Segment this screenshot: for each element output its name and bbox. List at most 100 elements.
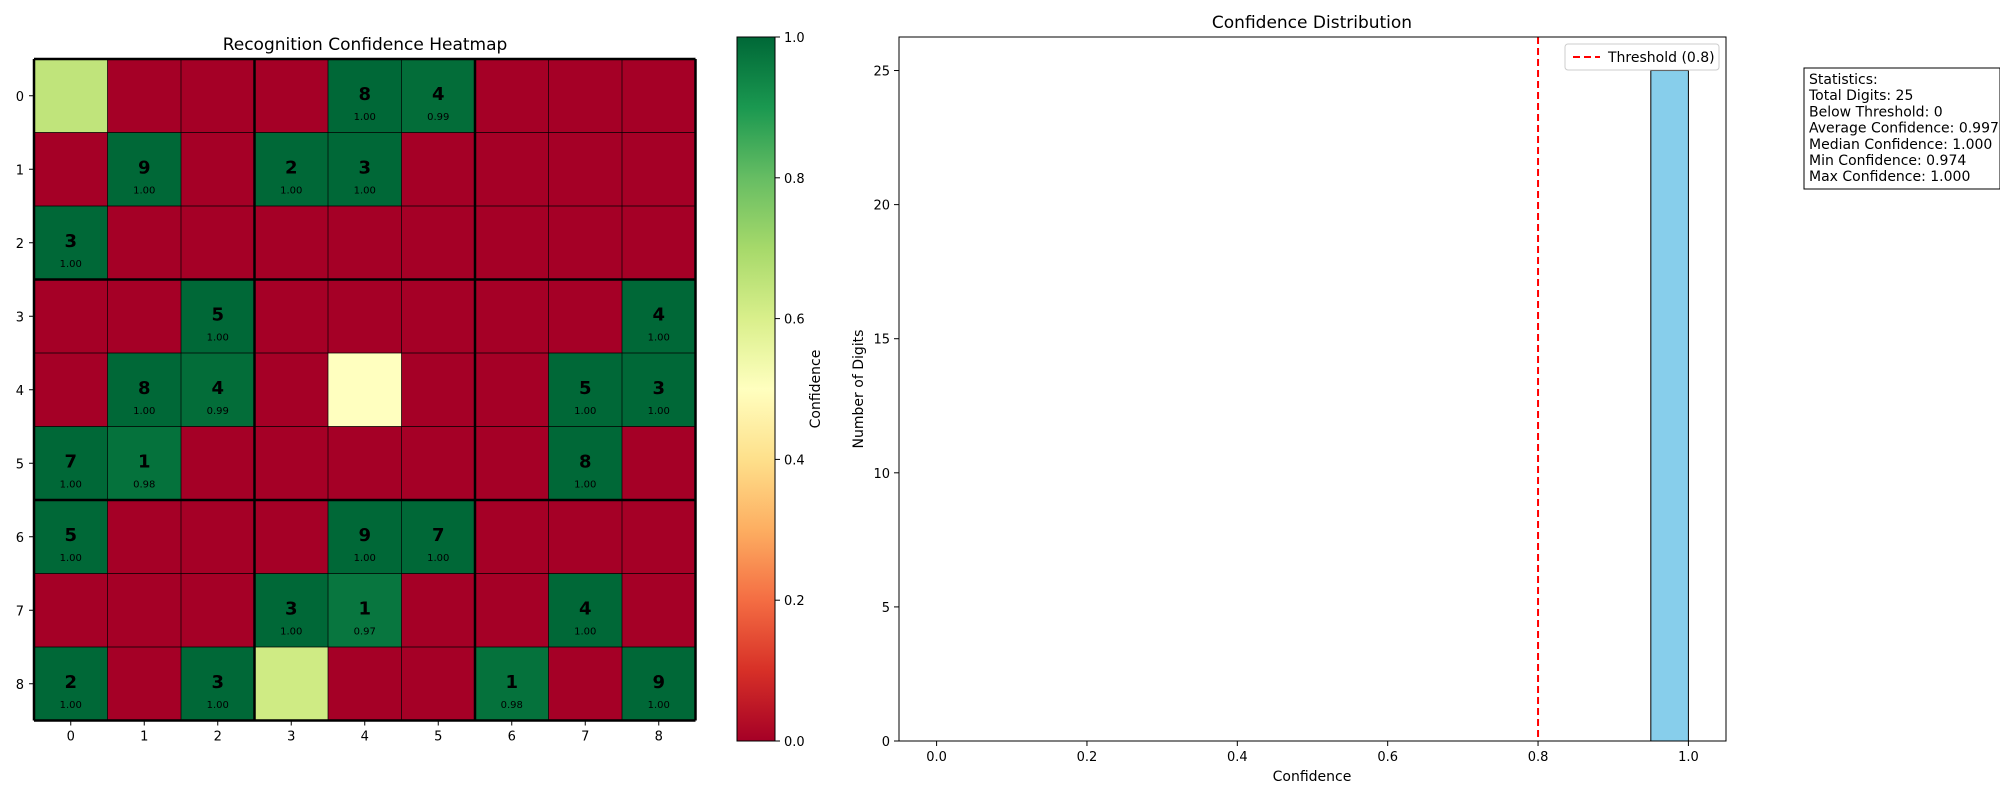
heatmap-cell bbox=[181, 500, 255, 574]
heatmap-cell bbox=[254, 426, 328, 500]
legend-threshold-label: Threshold (0.8) bbox=[1607, 50, 1715, 66]
heatmap-cell bbox=[401, 426, 475, 500]
heatmap-cell bbox=[475, 573, 549, 647]
heatmap-cell bbox=[107, 500, 181, 574]
histogram-title: Confidence Distribution bbox=[1212, 13, 1412, 33]
statistics-line: Statistics: bbox=[1809, 72, 1878, 88]
cell-confidence-label: 1.00 bbox=[207, 700, 229, 711]
cell-digit-label: 5 bbox=[211, 305, 224, 326]
x-tick-label: 0.6 bbox=[1377, 750, 1398, 765]
cell-digit-label: 9 bbox=[358, 525, 371, 546]
histogram-bars bbox=[1650, 70, 1689, 742]
cell-confidence-label: 0.99 bbox=[427, 112, 449, 123]
cell-confidence-label: 1.00 bbox=[574, 480, 596, 491]
cell-confidence-label: 1.00 bbox=[60, 700, 82, 711]
cell-confidence-label: 1.00 bbox=[354, 553, 376, 564]
heatmap-cell bbox=[401, 279, 475, 353]
y-tick-label: 3 bbox=[16, 310, 24, 325]
heatmap-cell bbox=[475, 132, 549, 206]
heatmap-cell bbox=[181, 573, 255, 647]
cell-confidence-label: 1.00 bbox=[60, 480, 82, 491]
cell-confidence-label: 1.00 bbox=[648, 406, 670, 417]
cell-digit-label: 8 bbox=[579, 452, 592, 473]
heatmap-cell bbox=[475, 426, 549, 500]
histogram-axes-frame bbox=[898, 36, 1727, 742]
heatmap-title: Recognition Confidence Heatmap bbox=[223, 35, 508, 55]
heatmap-cell bbox=[548, 353, 622, 427]
cell-digit-label: 8 bbox=[358, 84, 371, 105]
histogram-x-ticks: 0.0 0.2 0.4 0.6 0.8 1.0 bbox=[926, 741, 1699, 765]
heatmap-cell bbox=[107, 353, 181, 427]
heatmap-cell bbox=[34, 206, 108, 280]
heatmap-cell-labels: 8 1.00 4 0.99 9 1.00 2 1.00 3 1.00 3 1.00 5 1.00 4 1.00… bbox=[60, 84, 670, 711]
cell-digit-label: 3 bbox=[64, 231, 77, 252]
heatmap-cell bbox=[34, 573, 108, 647]
heatmap-cell bbox=[548, 132, 622, 206]
cell-digit-label: 9 bbox=[138, 158, 151, 179]
heatmap-cell bbox=[548, 500, 622, 574]
heatmap-cell bbox=[328, 426, 402, 500]
x-tick-label: 0.2 bbox=[1077, 750, 1098, 765]
heatmap-cell bbox=[254, 353, 328, 427]
cell-digit-label: 7 bbox=[432, 525, 445, 546]
heatmap-cell bbox=[181, 279, 255, 353]
colorbar-tick-label: 0.2 bbox=[784, 594, 805, 609]
cell-confidence-label: 1.00 bbox=[207, 333, 229, 344]
x-tick-label: 0 bbox=[67, 730, 75, 745]
heatmap-cell bbox=[107, 206, 181, 280]
heatmap-cell bbox=[475, 206, 549, 280]
cell-digit-label: 5 bbox=[64, 525, 77, 546]
cell-confidence-label: 0.99 bbox=[207, 406, 229, 417]
heatmap-cell bbox=[254, 647, 328, 721]
heatmap-cell bbox=[548, 426, 622, 500]
heatmap-cell bbox=[401, 353, 475, 427]
y-tick-label: 8 bbox=[16, 678, 24, 693]
cell-confidence-label: 1.00 bbox=[60, 259, 82, 270]
x-tick-label: 0.0 bbox=[926, 750, 947, 765]
y-tick-label: 25 bbox=[873, 65, 890, 80]
heatmap-cell bbox=[548, 573, 622, 647]
y-tick-label: 20 bbox=[873, 199, 890, 214]
histogram-panel: Confidence Distribution 0.0 0.2 0.4 0.6 0.8 1… bbox=[851, 13, 1727, 785]
histogram-x-label: Confidence bbox=[1273, 769, 1352, 785]
heatmap-cell bbox=[401, 647, 475, 721]
cell-confidence-label: 1.00 bbox=[648, 700, 670, 711]
y-tick-label: 0 bbox=[882, 735, 890, 750]
y-tick-label: 1 bbox=[16, 163, 24, 178]
colorbar-gradient bbox=[736, 36, 776, 742]
x-tick-label: 7 bbox=[581, 730, 589, 745]
cell-confidence-label: 1.00 bbox=[280, 186, 302, 197]
heatmap-cell bbox=[401, 500, 475, 574]
heatmap-cell bbox=[181, 132, 255, 206]
y-tick-label: 6 bbox=[16, 531, 24, 546]
statistics-line: Max Confidence: 1.000 bbox=[1809, 169, 1970, 185]
heatmap-cell bbox=[328, 573, 402, 647]
heatmap-cell bbox=[254, 500, 328, 574]
heatmap-y-ticks: 0 1 2 3 4 5 6 7 8 bbox=[16, 90, 34, 693]
colorbar-tick-label: 0.0 bbox=[784, 735, 805, 750]
heatmap-cell bbox=[34, 353, 108, 427]
y-tick-label: 10 bbox=[873, 467, 890, 482]
heatmap-cell bbox=[622, 426, 696, 500]
heatmap-cell bbox=[401, 573, 475, 647]
cell-digit-label: 2 bbox=[64, 672, 77, 693]
heatmap-cell bbox=[34, 279, 108, 353]
y-tick-label: 5 bbox=[16, 457, 24, 472]
cell-confidence-label: 1.00 bbox=[574, 627, 596, 638]
cell-confidence-label: 0.97 bbox=[354, 627, 376, 638]
cell-digit-label: 9 bbox=[652, 672, 665, 693]
heatmap-cell bbox=[328, 500, 402, 574]
cell-confidence-label: 1.00 bbox=[354, 186, 376, 197]
heatmap-cell bbox=[622, 500, 696, 574]
heatmap-cell bbox=[107, 573, 181, 647]
cell-digit-label: 3 bbox=[358, 158, 371, 179]
heatmap-cell bbox=[34, 500, 108, 574]
heatmap-cell bbox=[254, 279, 328, 353]
heatmap-cell bbox=[548, 647, 622, 721]
heatmap-cell bbox=[107, 279, 181, 353]
heatmap-x-ticks: 0 1 2 3 4 5 6 7 8 bbox=[67, 720, 663, 745]
heatmap-cell bbox=[328, 132, 402, 206]
cell-confidence-label: 1.00 bbox=[133, 406, 155, 417]
